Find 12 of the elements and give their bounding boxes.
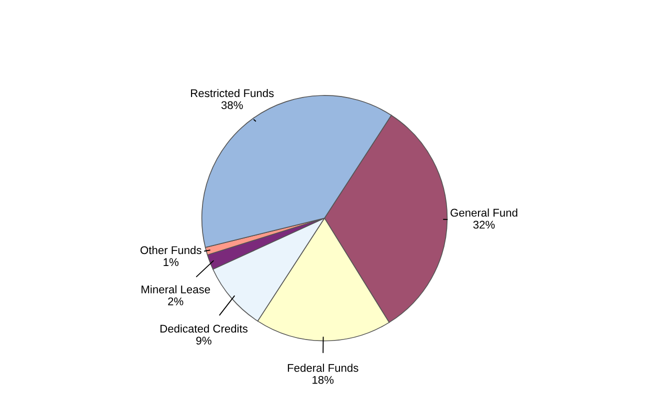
slice-label: General Fund bbox=[450, 208, 518, 217]
data-label: 18% bbox=[312, 376, 334, 384]
slice-label: Mineral Lease bbox=[142, 285, 210, 294]
data-label: 38% bbox=[221, 101, 243, 110]
data-label: 1% bbox=[164, 258, 179, 266]
data-label: 9% bbox=[196, 336, 212, 345]
slice-label: Restricted Funds bbox=[191, 88, 274, 98]
slice-label: Federal Funds bbox=[288, 364, 358, 372]
slice-label: Dedicated Credits bbox=[160, 324, 248, 333]
data-label: 2% bbox=[168, 297, 184, 306]
slice-label: Other Funds bbox=[140, 246, 202, 254]
data-label: 32% bbox=[473, 220, 495, 229]
